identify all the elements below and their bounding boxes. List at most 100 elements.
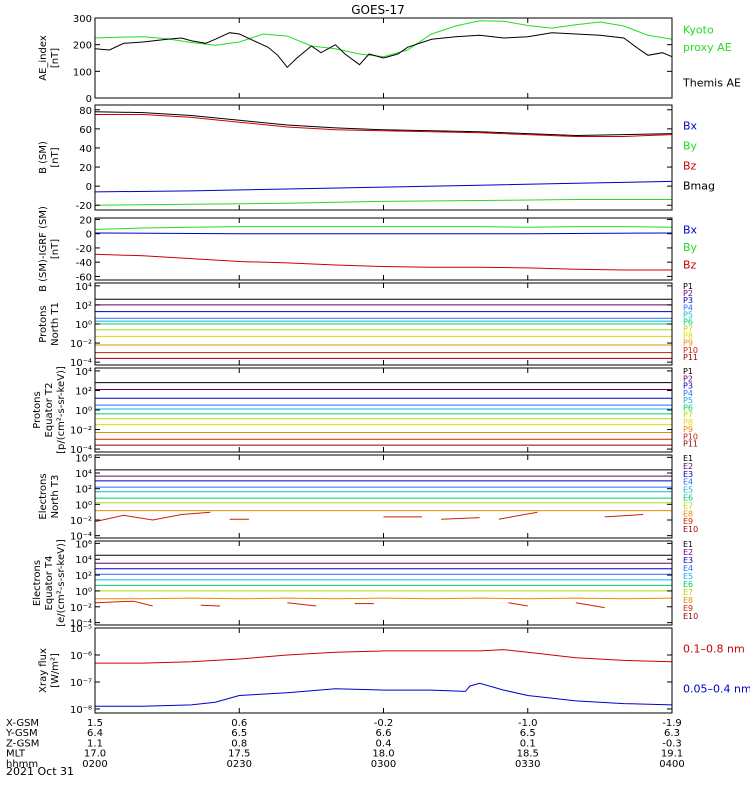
series-segment bbox=[200, 604, 221, 607]
x-axis-table: X-GSM 1.5 0.6 -0.2 -1.0 -1.9 Y-GSM 6.4 6.5 6.6 6.5… bbox=[5, 718, 685, 770]
legend-entry: E5 bbox=[683, 486, 693, 495]
x-axis-value: 18.5 bbox=[517, 749, 539, 760]
legend-entry: P7 bbox=[683, 325, 693, 334]
legend-entry: Bz bbox=[683, 259, 697, 272]
y-axis-label: B (SM)-IGRF (SM) bbox=[38, 206, 49, 292]
y-tick-label: 0 bbox=[86, 94, 92, 105]
panel-1: 0 100 200 300 AE_index [nT] Kyoto proxy AE Themi… bbox=[38, 14, 741, 105]
y-tick-label: -20 bbox=[76, 244, 92, 255]
series-line bbox=[94, 199, 672, 206]
series-line bbox=[95, 114, 673, 137]
y-axis-label: Xray flux bbox=[38, 648, 49, 693]
x-axis-value: 17.0 bbox=[84, 749, 106, 760]
x-axis-value: -0.2 bbox=[374, 718, 394, 729]
x-axis-row-label: X-GSM bbox=[6, 718, 39, 729]
legend-entry: E2 bbox=[683, 548, 693, 557]
legend-entry: P1 bbox=[683, 367, 693, 376]
y-tick-label: 10⁴ bbox=[75, 282, 92, 293]
legend-entry: E9 bbox=[683, 517, 693, 526]
x-axis-value: 6.5 bbox=[231, 728, 247, 739]
y-tick-label: 100 bbox=[73, 67, 92, 78]
x-axis-value: 19.1 bbox=[661, 749, 683, 760]
x-axis-value: -0.3 bbox=[662, 738, 682, 749]
series-segment bbox=[94, 600, 153, 607]
legend-entry: P3 bbox=[683, 296, 693, 305]
legend-entry: P10 bbox=[683, 432, 698, 441]
y-axis-label: [nT] bbox=[50, 48, 61, 68]
y-tick-label: 10⁻² bbox=[70, 603, 92, 614]
panel-frame bbox=[94, 540, 673, 626]
legend-entry: P4 bbox=[683, 303, 693, 312]
panel-frame bbox=[94, 104, 673, 211]
legend-entry: E1 bbox=[683, 540, 693, 549]
y-tick-label: -20 bbox=[76, 201, 92, 212]
y-tick-label: 10⁰ bbox=[75, 320, 92, 331]
panel-8: 10⁻⁸ 10⁻⁷ 10⁻⁶ 10⁻⁵ Xray flux [W/m²] 0.1–0.8 n… bbox=[38, 624, 750, 716]
y-tick-label: 10² bbox=[75, 301, 92, 312]
legend-entry: By bbox=[683, 241, 698, 254]
y-axis-label: Equator T2 bbox=[44, 383, 55, 438]
series-line bbox=[94, 32, 673, 69]
y-axis-label: Electrons bbox=[38, 473, 49, 519]
y-axis-label: Protons bbox=[32, 391, 43, 428]
y-axis-label: [nT] bbox=[50, 239, 61, 259]
y-tick-label: 60 bbox=[79, 125, 92, 136]
y-tick-label: 0 bbox=[86, 230, 92, 241]
panel-5: 10⁻⁴ 10⁻² 10⁰ 10² 10⁴ Protons Equator T2 [p/(cm… bbox=[32, 366, 698, 456]
series-line bbox=[95, 649, 673, 664]
series-segment bbox=[498, 511, 538, 520]
legend-entry: E7 bbox=[683, 588, 693, 597]
legend-entry: E3 bbox=[683, 556, 693, 565]
legend-entry: P5 bbox=[683, 396, 693, 405]
y-tick-label: 10⁻⁵ bbox=[70, 624, 92, 635]
legend-entry: E2 bbox=[683, 462, 693, 471]
y-tick-label: 10⁻⁴ bbox=[70, 445, 92, 456]
y-tick-label: 200 bbox=[73, 41, 92, 52]
x-axis-value: -1.0 bbox=[518, 718, 538, 729]
series-line bbox=[94, 232, 673, 235]
x-axis-value: 0400 bbox=[659, 759, 684, 770]
y-tick-label: 10⁴ bbox=[75, 367, 92, 378]
legend-entry: Bz bbox=[683, 160, 697, 173]
x-axis-value: 6.3 bbox=[664, 728, 680, 739]
y-tick-label: 10⁻⁴ bbox=[70, 619, 92, 630]
y-axis-label: Equator T4 bbox=[44, 556, 55, 611]
legend-entry: E1 bbox=[683, 454, 693, 463]
y-tick-label: 10⁻⁴ bbox=[70, 532, 92, 543]
y-axis-label: North T1 bbox=[50, 302, 61, 346]
x-axis-value: 6.4 bbox=[87, 728, 103, 739]
series-segment bbox=[441, 517, 480, 520]
x-axis-row-label: Z-GSM bbox=[6, 738, 39, 749]
x-axis-value: 0230 bbox=[227, 759, 252, 770]
legend-entry: E6 bbox=[683, 580, 693, 589]
legend-entry: P6 bbox=[683, 403, 693, 412]
x-axis-row-label: Y-GSM bbox=[5, 728, 38, 739]
legend-entry: Kyoto bbox=[683, 23, 714, 36]
legend-entry: P8 bbox=[683, 418, 693, 427]
x-axis-value: 6.6 bbox=[376, 728, 392, 739]
legend-entry: P6 bbox=[683, 317, 693, 326]
panel-4: 10⁻⁴ 10⁻² 10⁰ 10² 10⁴ Protons North T1 P1P2P3P4… bbox=[38, 282, 698, 369]
plot-title: GOES-17 bbox=[351, 3, 405, 17]
legend-entry: P9 bbox=[683, 425, 693, 434]
legend-entry: Bx bbox=[683, 223, 698, 236]
y-tick-label: 20 bbox=[79, 163, 92, 174]
x-axis-value: 1.1 bbox=[87, 738, 103, 749]
series-line bbox=[95, 597, 673, 600]
panel-2: -20 0 20 40 60 80 B (SM) [nT] Bx By Bz Bmag bbox=[38, 104, 715, 212]
legend-entry: E5 bbox=[683, 572, 693, 581]
series-line bbox=[94, 111, 673, 137]
y-tick-label: 40 bbox=[79, 144, 92, 155]
panel-frame bbox=[94, 454, 673, 539]
series-segment bbox=[604, 514, 644, 518]
legend-entry: P11 bbox=[683, 440, 698, 449]
y-axis-label: North T3 bbox=[50, 475, 61, 519]
y-axis-label: [p/(cm²-s-sr-keV)] bbox=[56, 366, 67, 454]
series-line bbox=[94, 20, 673, 58]
y-tick-label: 10⁻² bbox=[70, 516, 92, 527]
legend-entry: By bbox=[683, 140, 698, 153]
y-tick-label: 10² bbox=[75, 485, 92, 496]
legend-entry: 0.05–0.4 nm bbox=[683, 683, 750, 696]
